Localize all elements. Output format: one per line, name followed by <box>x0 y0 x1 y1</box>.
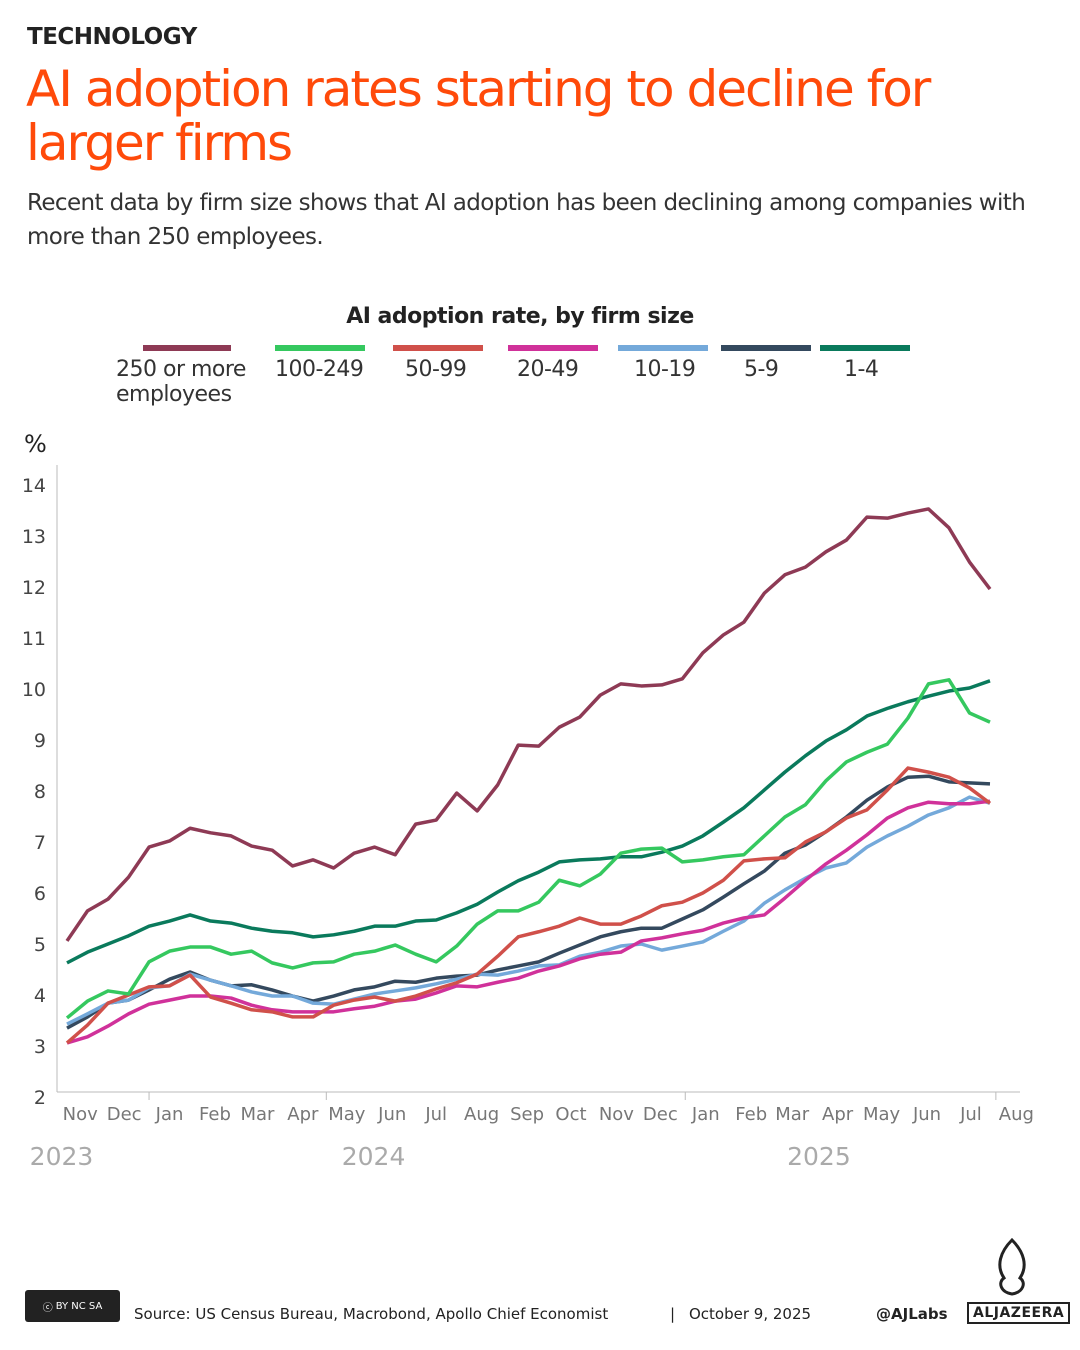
line-chart: % 2 3 4 5 6 7 8 9 10 11 12 13 14 Nov Dec Jan Feb Mar Apr Ma… <box>22 430 1034 1171</box>
aljazeera-logo: ALJAZEERA <box>967 1302 1071 1324</box>
x-month-label: Oct <box>555 1104 586 1125</box>
x-month-label: Mar <box>775 1104 810 1125</box>
series-line-100-249 <box>65 678 991 1020</box>
cc-icon: ⓒ <box>42 1302 53 1314</box>
y-tick-label: 6 <box>34 883 46 905</box>
x-month-label: Nov <box>63 1104 98 1125</box>
y-tick-label: 3 <box>34 1036 46 1058</box>
legend-label: 100-249 <box>275 357 364 382</box>
x-month-label: Nov <box>599 1104 634 1125</box>
x-month-label: May <box>328 1104 366 1125</box>
section-kicker: TECHNOLOGY <box>27 24 197 50</box>
subtitle: Recent data by firm size shows that AI a… <box>27 190 1026 250</box>
y-axis-unit: % <box>24 430 47 458</box>
x-month-label: Mar <box>240 1104 275 1125</box>
x-month-label: Jan <box>691 1104 720 1125</box>
y-tick-label: 5 <box>34 934 46 956</box>
social-handle: @AJLabs <box>876 1305 948 1323</box>
x-month-label: Dec <box>643 1104 678 1125</box>
x-month-label: Aug <box>999 1104 1034 1125</box>
footer-separator: | <box>670 1305 676 1323</box>
y-tick-label: 14 <box>22 475 46 497</box>
legend-item-1-4: 1-4 <box>820 345 910 382</box>
chart-title: AI adoption rate, by firm size <box>346 304 694 329</box>
legend-label: 5-9 <box>744 357 779 382</box>
legend-swatch <box>143 345 231 351</box>
x-month-label: Dec <box>107 1104 142 1125</box>
y-tick-label: 10 <box>22 679 46 701</box>
legend-item-10-19: 10-19 <box>618 345 708 382</box>
legend-item-250-plus: 250 or more employees <box>116 345 266 407</box>
series-line-20-49 <box>66 799 991 1045</box>
x-year-label: 2024 <box>342 1142 406 1171</box>
license-text: BY NC SA <box>55 1300 103 1312</box>
series-line-50-99 <box>65 766 992 1045</box>
series-line-250-or-more-employees <box>65 507 992 942</box>
legend-label: 50-99 <box>405 357 467 382</box>
x-month-label: Apr <box>822 1104 854 1125</box>
x-month-label: Apr <box>287 1104 319 1125</box>
y-tick-label: 11 <box>22 628 46 650</box>
x-month-label: Sep <box>510 1104 544 1125</box>
x-month-label: May <box>863 1104 901 1125</box>
y-tick-label: 13 <box>22 526 46 548</box>
x-year-label: 2025 <box>787 1142 851 1171</box>
legend-label: 10-19 <box>634 357 696 382</box>
y-tick-label: 2 <box>34 1087 46 1109</box>
x-month-label: Aug <box>464 1104 499 1125</box>
publish-date: October 9, 2025 <box>689 1305 812 1323</box>
legend-item-50-99: 50-99 <box>393 345 483 382</box>
x-month-label: Jan <box>155 1104 184 1125</box>
legend-swatch <box>820 345 910 351</box>
x-month-label: Jun <box>377 1104 406 1125</box>
y-tick-label: 8 <box>34 781 46 803</box>
series-line-1-4 <box>66 679 991 965</box>
x-month-label: Jun <box>912 1104 941 1125</box>
series-line-10-19 <box>66 795 991 1026</box>
legend-swatch <box>393 345 483 351</box>
legend-swatch <box>275 345 365 351</box>
y-tick-label: 7 <box>34 832 46 854</box>
creative-commons-badge: ⓒ BY NC SA <box>25 1290 120 1322</box>
legend-swatch <box>721 345 811 351</box>
legend-label: 1-4 <box>844 357 879 382</box>
legend-swatch <box>508 345 598 351</box>
x-month-label: Jul <box>959 1104 982 1125</box>
legend-swatch <box>618 345 708 351</box>
x-year-label: 2023 <box>30 1142 94 1171</box>
headline: AI adoption rates starting to decline fo… <box>26 60 931 172</box>
y-tick-label: 4 <box>34 985 46 1007</box>
x-month-label: Feb <box>735 1104 767 1125</box>
legend-label: 250 or more employees <box>116 357 246 407</box>
source-text: Source: US Census Bureau, Macrobond, Apo… <box>134 1305 609 1323</box>
legend-item-100-249: 100-249 <box>275 345 365 382</box>
aljazeera-emblem-icon <box>998 1238 1026 1296</box>
legend-label: 20-49 <box>517 357 579 382</box>
x-month-label: Jul <box>424 1104 447 1125</box>
y-tick-label: 12 <box>22 577 46 599</box>
legend-item-5-9: 5-9 <box>721 345 811 382</box>
x-month-label: Feb <box>199 1104 231 1125</box>
y-tick-label: 9 <box>34 730 46 752</box>
legend-item-20-49: 20-49 <box>508 345 598 382</box>
